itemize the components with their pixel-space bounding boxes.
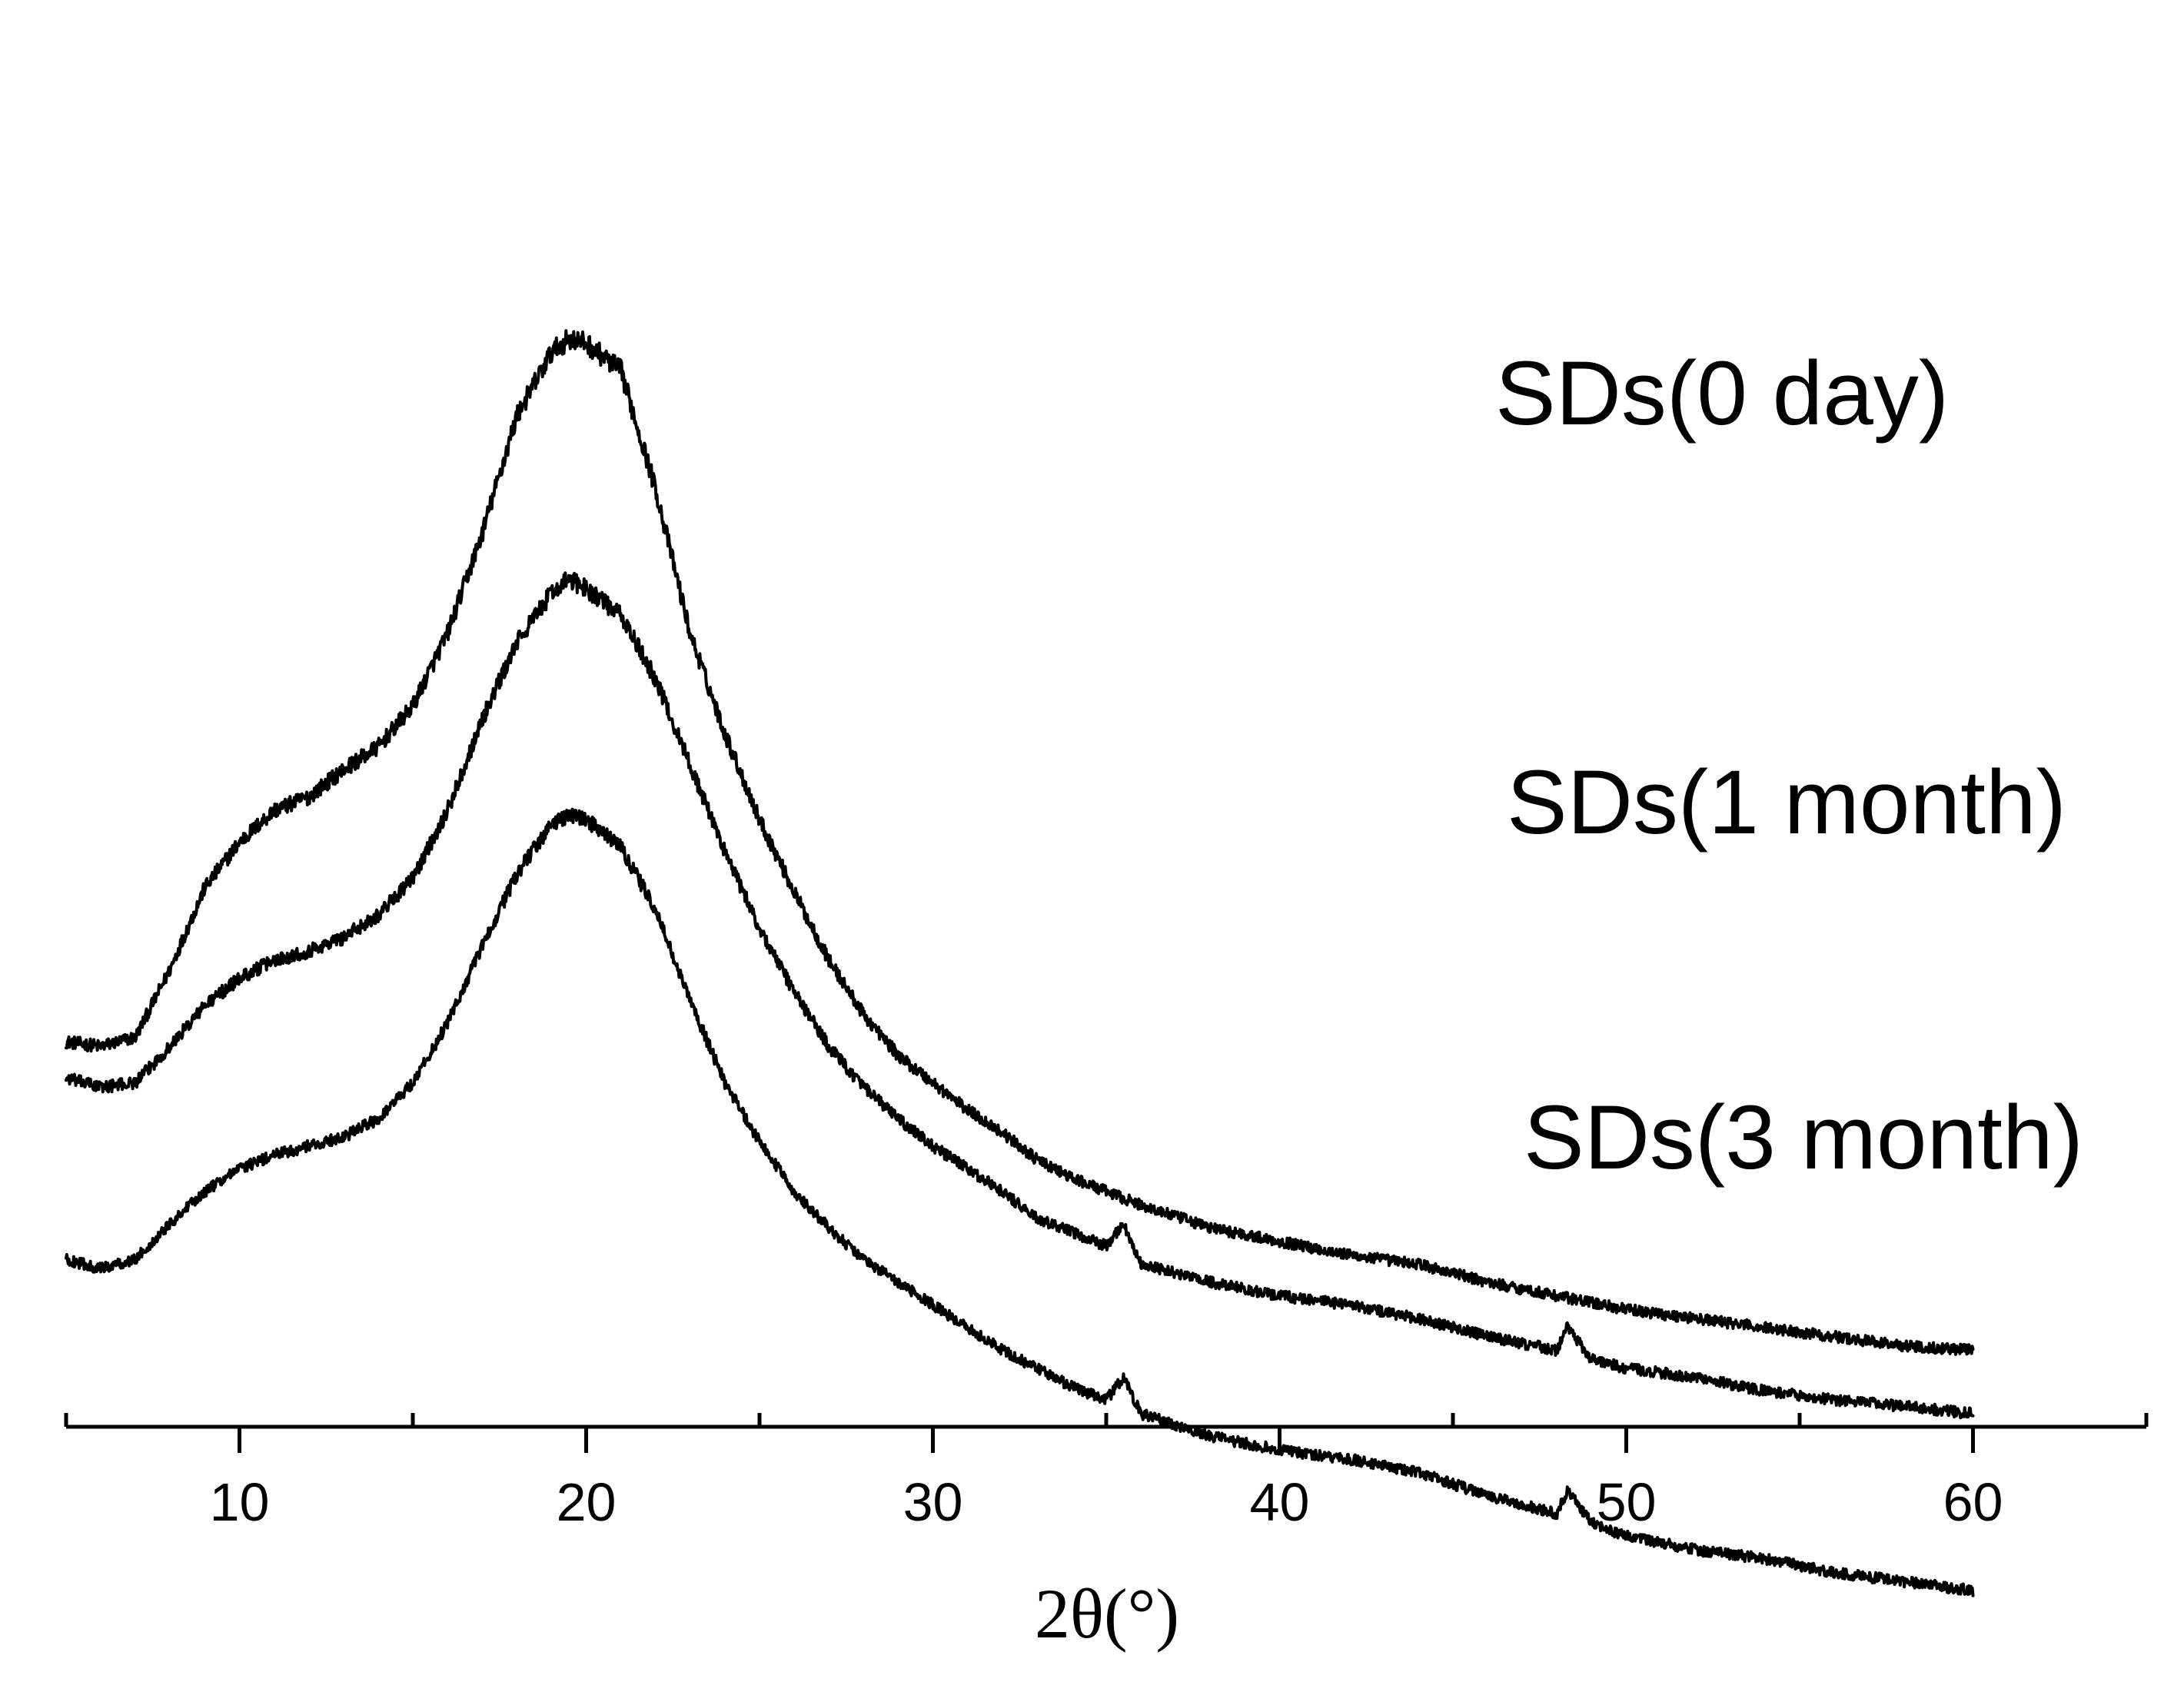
x-axis: 10 20 30 40 50 60 2θ(°) — [64, 1413, 2149, 1653]
series-trace-2 — [65, 807, 1975, 1597]
x-tick-label-50: 50 — [1597, 1472, 1657, 1532]
series-trace-1 — [65, 571, 1975, 1420]
x-tick-label-20: 20 — [557, 1472, 617, 1532]
traces-group — [65, 329, 1975, 1597]
x-tick-label-40: 40 — [1250, 1472, 1310, 1532]
series-label-3-month: SDs(3 month) — [1524, 1087, 2083, 1188]
x-axis-tick-labels: 10 20 30 40 50 60 — [210, 1472, 2003, 1532]
x-axis-ticks — [64, 1413, 2149, 1453]
series-trace-0 — [65, 329, 1975, 1356]
x-axis-title: 2θ(°) — [1035, 1574, 1179, 1653]
x-tick-label-10: 10 — [210, 1472, 270, 1532]
series-label-1-month: SDs(1 month) — [1507, 752, 2066, 853]
series-labels-group: SDs(0 day) SDs(1 month) SDs(3 month) — [1495, 343, 2083, 1188]
series-label-0-day: SDs(0 day) — [1495, 343, 1949, 444]
x-tick-label-60: 60 — [1943, 1472, 2003, 1532]
x-tick-label-30: 30 — [903, 1472, 963, 1532]
